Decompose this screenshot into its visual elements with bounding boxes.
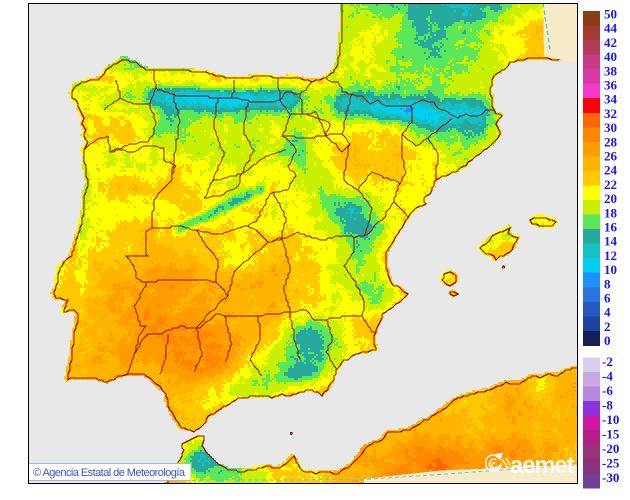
svg-text:2: 2 (604, 319, 611, 334)
svg-text:-25: -25 (602, 456, 620, 471)
svg-text:24: 24 (604, 163, 618, 178)
svg-text:44: 44 (604, 21, 618, 36)
svg-text:© Agencia Estatal de Meteorolo: © Agencia Estatal de Meteorología (33, 467, 186, 479)
svg-text:4: 4 (604, 305, 611, 320)
svg-text:6: 6 (604, 291, 611, 306)
svg-text:26: 26 (604, 149, 618, 164)
svg-text:36: 36 (604, 78, 618, 93)
svg-text:-10: -10 (602, 412, 619, 427)
svg-text:18: 18 (604, 205, 618, 220)
svg-text:8: 8 (604, 276, 611, 291)
svg-text:14: 14 (604, 234, 618, 249)
svg-text:30: 30 (604, 120, 617, 135)
svg-text:50: 50 (604, 7, 617, 22)
svg-text:32: 32 (604, 106, 617, 121)
svg-text:20: 20 (604, 191, 617, 206)
svg-text:10: 10 (604, 262, 617, 277)
svg-text:-4: -4 (602, 369, 613, 384)
svg-text:34: 34 (604, 92, 618, 107)
svg-text:22: 22 (604, 177, 617, 192)
svg-text:16: 16 (604, 220, 618, 235)
svg-text:-6: -6 (602, 383, 613, 398)
svg-text:38: 38 (604, 63, 618, 78)
svg-text:28: 28 (604, 134, 618, 149)
svg-text:40: 40 (604, 49, 617, 64)
svg-text:aemet: aemet (510, 452, 575, 479)
svg-text:12: 12 (604, 248, 617, 263)
svg-text:-8: -8 (602, 398, 613, 413)
svg-text:-15: -15 (602, 427, 620, 442)
svg-text:0: 0 (604, 333, 611, 348)
svg-text:-2: -2 (602, 354, 613, 369)
svg-text:42: 42 (604, 35, 617, 50)
svg-text:-30: -30 (602, 470, 619, 485)
svg-text:-20: -20 (602, 441, 619, 456)
